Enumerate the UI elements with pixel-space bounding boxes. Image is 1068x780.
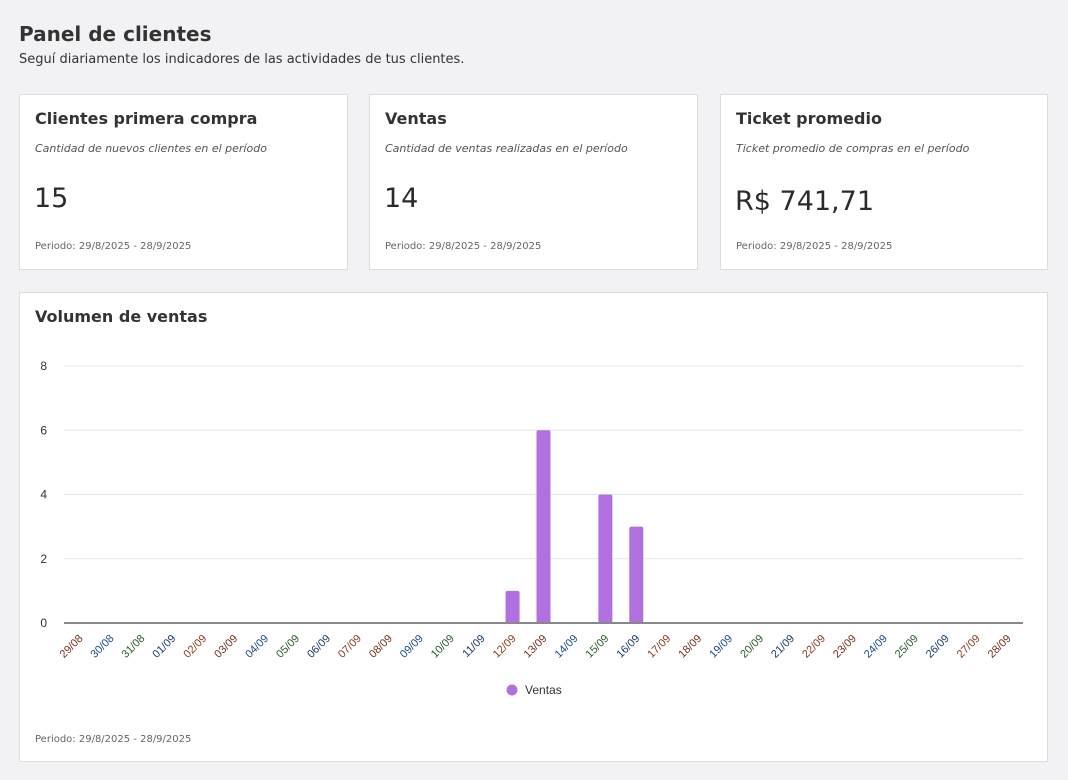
page-title: Panel de clientes bbox=[19, 22, 212, 46]
x-tick-label: 21/09 bbox=[769, 633, 797, 661]
x-tick-label: 17/09 bbox=[645, 633, 673, 661]
card-description: Ticket promedio de compras en el período bbox=[736, 142, 970, 155]
x-tick-label: 10/09 bbox=[429, 633, 457, 661]
x-tick-label: 06/09 bbox=[305, 633, 333, 661]
sales-volume-panel: Volumen de ventas Periodo: 29/8/2025 - 2… bbox=[19, 292, 1048, 762]
x-tick-label: 28/09 bbox=[986, 633, 1014, 661]
x-tick-label: 15/09 bbox=[584, 633, 612, 661]
x-tick-label: 29/08 bbox=[58, 633, 86, 661]
x-tick-label: 22/09 bbox=[800, 633, 828, 661]
legend-marker bbox=[506, 684, 518, 696]
x-tick-label: 03/09 bbox=[212, 633, 240, 661]
x-tick-label: 30/08 bbox=[89, 633, 117, 661]
card-period: Periodo: 29/8/2025 - 28/9/2025 bbox=[385, 241, 542, 252]
x-tick-label: 19/09 bbox=[707, 633, 735, 661]
x-tick-label: 05/09 bbox=[274, 633, 302, 661]
x-tick-label: 01/09 bbox=[150, 633, 178, 661]
card-period: Periodo: 29/8/2025 - 28/9/2025 bbox=[736, 241, 893, 252]
x-tick-label: 09/09 bbox=[398, 633, 426, 661]
card-sales: Ventas Cantidad de ventas realizadas en … bbox=[369, 94, 698, 270]
card-title: Clientes primera compra bbox=[35, 109, 258, 128]
card-value: 15 bbox=[34, 183, 69, 214]
card-description: Cantidad de ventas realizadas en el perí… bbox=[385, 142, 628, 155]
x-tick-label: 18/09 bbox=[676, 633, 704, 661]
x-tick-label: 24/09 bbox=[862, 633, 890, 661]
y-tick-label: 6 bbox=[40, 423, 47, 437]
y-tick-label: 2 bbox=[40, 552, 47, 566]
x-tick-label: 16/09 bbox=[614, 633, 642, 661]
bar-16/09 bbox=[629, 526, 644, 623]
x-tick-label: 02/09 bbox=[181, 633, 209, 661]
x-tick-label: 11/09 bbox=[460, 633, 487, 660]
legend-label: Ventas bbox=[525, 683, 562, 697]
x-tick-label: 27/09 bbox=[955, 633, 983, 661]
x-tick-label: 26/09 bbox=[924, 633, 952, 661]
x-tick-label: 23/09 bbox=[831, 633, 859, 661]
x-tick-label: 31/08 bbox=[120, 633, 148, 661]
card-value: 14 bbox=[384, 183, 419, 214]
card-title: Ticket promedio bbox=[736, 109, 882, 128]
page-subtitle: Seguí diariamente los indicadores de las… bbox=[19, 52, 465, 67]
x-tick-label: 04/09 bbox=[243, 633, 271, 661]
y-tick-label: 0 bbox=[40, 616, 47, 630]
x-tick-label: 14/09 bbox=[553, 633, 581, 661]
x-tick-label: 08/09 bbox=[367, 633, 395, 661]
card-first-purchase-clients: Clientes primera compra Cantidad de nuev… bbox=[19, 94, 348, 270]
bar-12/09 bbox=[505, 590, 520, 623]
card-value: R$ 741,71 bbox=[735, 186, 874, 217]
x-tick-label: 20/09 bbox=[738, 633, 766, 661]
x-tick-label: 25/09 bbox=[893, 633, 921, 661]
panel-period: Periodo: 29/8/2025 - 28/9/2025 bbox=[35, 734, 192, 745]
x-tick-label: 12/09 bbox=[491, 633, 519, 661]
panel-title: Volumen de ventas bbox=[35, 307, 208, 326]
bar-13/09 bbox=[536, 430, 551, 623]
card-title: Ventas bbox=[385, 109, 447, 128]
x-tick-label: 07/09 bbox=[336, 633, 364, 661]
bar-15/09 bbox=[598, 494, 613, 623]
card-description: Cantidad de nuevos clientes en el períod… bbox=[35, 142, 267, 155]
y-tick-label: 8 bbox=[40, 359, 47, 373]
x-tick-label: 13/09 bbox=[522, 633, 550, 661]
y-tick-label: 4 bbox=[40, 488, 47, 502]
card-average-ticket: Ticket promedio Ticket promedio de compr… bbox=[720, 94, 1048, 270]
card-period: Periodo: 29/8/2025 - 28/9/2025 bbox=[35, 241, 192, 252]
